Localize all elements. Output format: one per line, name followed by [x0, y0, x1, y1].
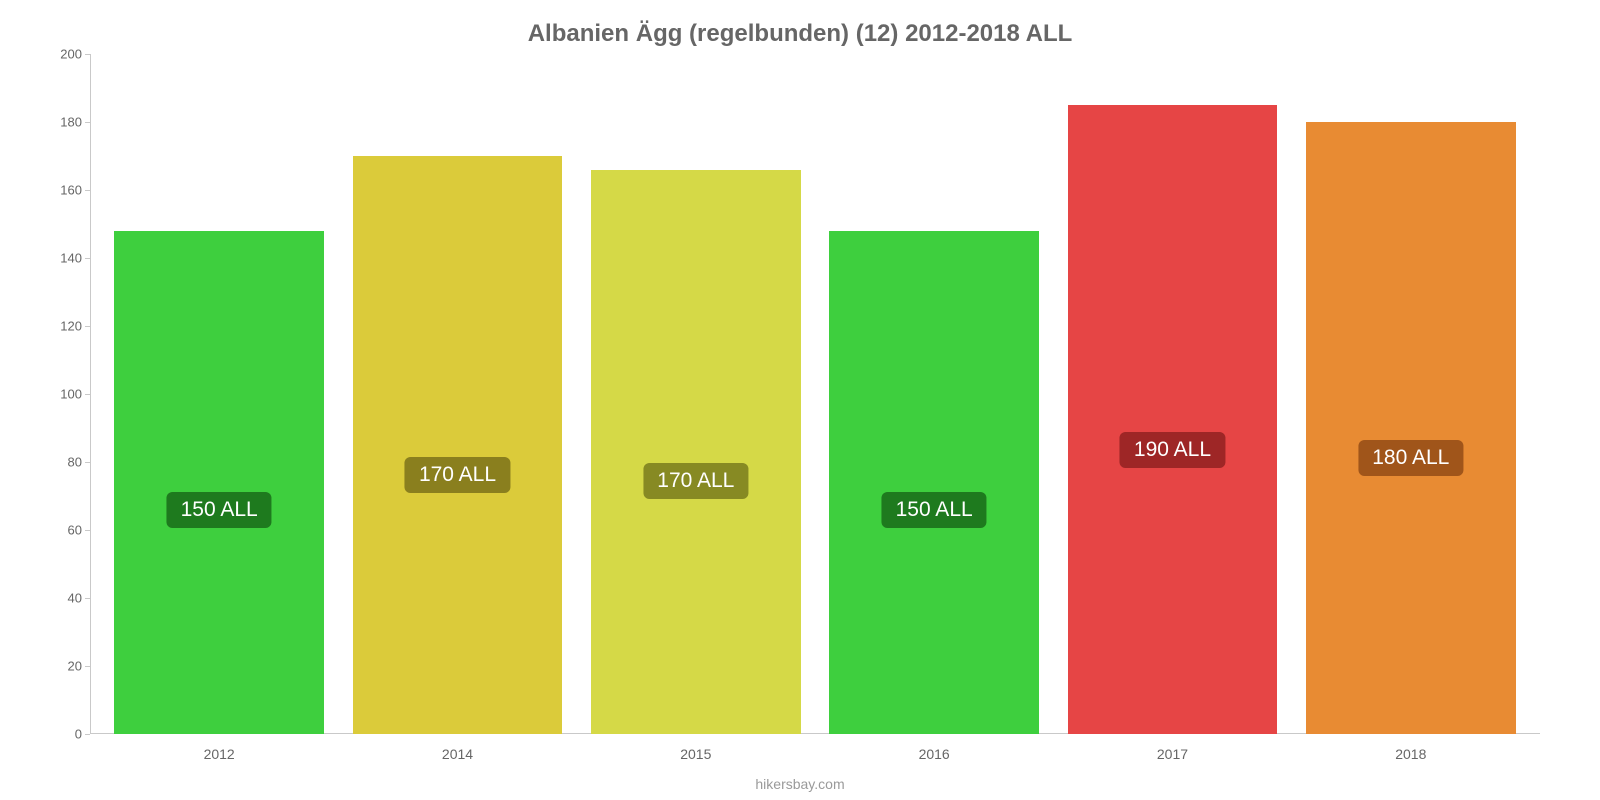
bar: 190 ALL: [1068, 105, 1278, 734]
bar-value-label: 170 ALL: [405, 457, 510, 493]
chart-footer: hikersbay.com: [0, 776, 1600, 792]
bar-slot: 150 ALL2012: [100, 54, 338, 734]
y-tick-label: 20: [40, 659, 82, 674]
x-tick-label: 2014: [442, 746, 473, 762]
bar: 150 ALL: [114, 231, 324, 734]
y-tick-mark: [85, 734, 90, 735]
x-tick-label: 2015: [680, 746, 711, 762]
bar-slot: 150 ALL2016: [815, 54, 1053, 734]
bar: 170 ALL: [591, 170, 801, 734]
bar-value-label: 170 ALL: [643, 463, 748, 499]
bar-value-label: 150 ALL: [882, 492, 987, 528]
y-tick-label: 200: [40, 47, 82, 62]
y-tick-label: 100: [40, 387, 82, 402]
bar-value-label: 150 ALL: [167, 492, 272, 528]
y-tick-label: 160: [40, 183, 82, 198]
x-tick-label: 2018: [1395, 746, 1426, 762]
plot-area: 020406080100120140160180200 150 ALL20121…: [90, 54, 1540, 734]
y-tick-label: 140: [40, 251, 82, 266]
y-tick-label: 0: [40, 727, 82, 742]
bar-slot: 190 ALL2017: [1053, 54, 1291, 734]
x-tick-label: 2017: [1157, 746, 1188, 762]
bar-value-label: 190 ALL: [1120, 432, 1225, 468]
y-tick-label: 120: [40, 319, 82, 334]
bar-slot: 170 ALL2014: [338, 54, 576, 734]
y-tick-label: 60: [40, 523, 82, 538]
y-tick-label: 80: [40, 455, 82, 470]
price-bar-chart: Albanien Ägg (regelbunden) (12) 2012-201…: [0, 0, 1600, 800]
x-tick-label: 2016: [919, 746, 950, 762]
bars-container: 150 ALL2012170 ALL2014170 ALL2015150 ALL…: [90, 54, 1540, 734]
y-tick-label: 40: [40, 591, 82, 606]
bar: 150 ALL: [829, 231, 1039, 734]
x-tick-label: 2012: [204, 746, 235, 762]
bar: 180 ALL: [1306, 122, 1516, 734]
bar: 170 ALL: [353, 156, 563, 734]
bar-slot: 180 ALL2018: [1292, 54, 1530, 734]
y-tick-label: 180: [40, 115, 82, 130]
bar-value-label: 180 ALL: [1358, 440, 1463, 476]
bar-slot: 170 ALL2015: [577, 54, 815, 734]
chart-title: Albanien Ägg (regelbunden) (12) 2012-201…: [40, 20, 1560, 48]
